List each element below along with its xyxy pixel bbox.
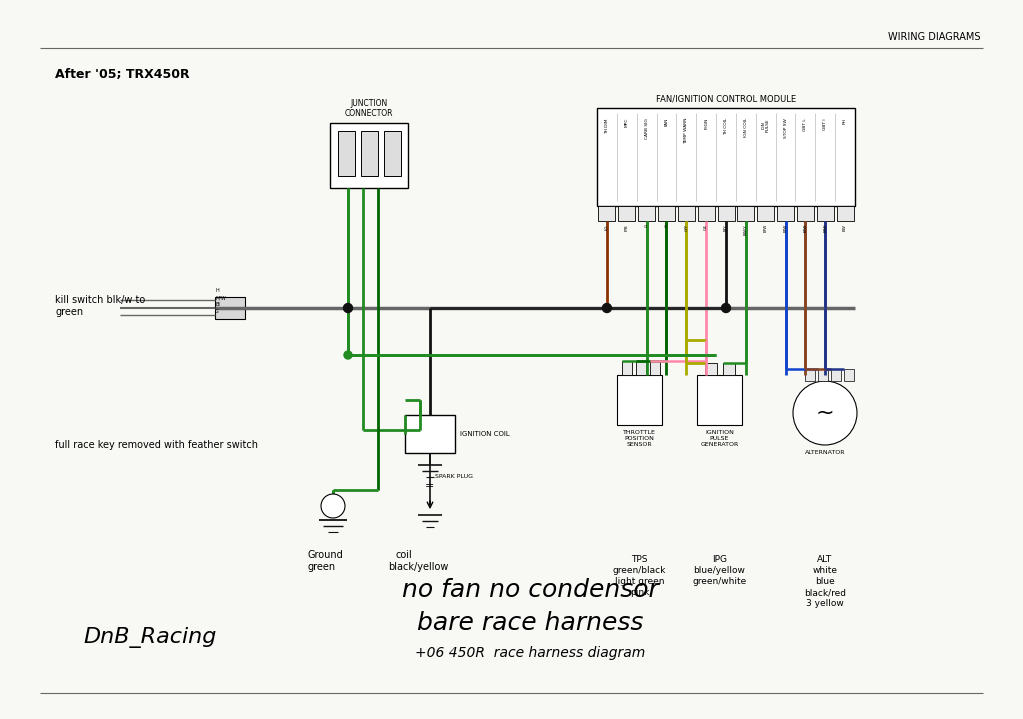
Text: G4: G4: [704, 224, 708, 230]
Bar: [598, 206, 616, 221]
Bar: [844, 369, 854, 381]
Text: GBT L: GBT L: [803, 118, 807, 131]
Text: TH DIM: TH DIM: [605, 118, 609, 134]
Text: After '05; TRX450R: After '05; TRX450R: [55, 68, 189, 81]
Bar: [636, 361, 646, 375]
Bar: [330, 123, 408, 188]
Text: WIRING DIAGRAMS: WIRING DIAGRAMS: [888, 32, 980, 42]
Text: +06 450R  race harness diagram: +06 450R race harness diagram: [415, 646, 646, 660]
Text: green: green: [308, 562, 337, 572]
Text: kill switch blk/w to
green: kill switch blk/w to green: [55, 295, 145, 317]
Text: P.IGN: P.IGN: [704, 118, 708, 129]
Text: black/yellow: black/yellow: [388, 562, 448, 572]
Text: LG: LG: [605, 224, 609, 229]
Text: B/W: B/W: [764, 224, 767, 232]
Text: IGN
PULSE: IGN PULSE: [761, 118, 770, 132]
Text: Bl: Bl: [215, 302, 220, 307]
Text: CARB SIG: CARB SIG: [644, 118, 649, 139]
Bar: [816, 206, 834, 221]
Text: ~: ~: [815, 403, 835, 423]
Text: THROTTLE
POSITION
SENSOR: THROTTLE POSITION SENSOR: [623, 430, 656, 446]
Text: MPC: MPC: [625, 118, 629, 127]
Text: H: H: [215, 288, 219, 293]
Bar: [405, 415, 455, 453]
Bar: [698, 206, 715, 221]
Text: =: =: [426, 481, 435, 491]
Text: G: G: [644, 224, 649, 227]
Text: SPARK PLUG: SPARK PLUG: [435, 475, 473, 480]
Text: G: G: [215, 309, 219, 314]
Text: M/W: M/W: [215, 295, 226, 300]
Text: JUNCTION
CONNECTOR: JUNCTION CONNECTOR: [345, 99, 393, 118]
Text: BW/Y: BW/Y: [744, 224, 748, 234]
Text: FAN: FAN: [665, 118, 668, 127]
Bar: [650, 361, 660, 375]
Text: IGNITION
PULSE
GENERATOR: IGNITION PULSE GENERATOR: [701, 430, 739, 446]
Bar: [717, 206, 735, 221]
Circle shape: [603, 303, 612, 313]
Text: IPG
blue/yellow
green/white: IPG blue/yellow green/white: [693, 555, 747, 586]
Bar: [831, 369, 841, 381]
Text: GBT I: GBT I: [824, 118, 828, 129]
Text: STOP SW: STOP SW: [784, 118, 788, 138]
Text: PH: PH: [843, 118, 847, 124]
Text: ALT
white
blue
black/red
3 yellow: ALT white blue black/red 3 yellow: [804, 555, 846, 608]
Text: coil: coil: [395, 550, 411, 560]
Text: ALTERNATOR: ALTERNATOR: [805, 450, 845, 455]
Text: B/W: B/W: [824, 224, 828, 232]
Circle shape: [321, 494, 345, 518]
Text: TH COIL: TH COIL: [724, 118, 728, 135]
Bar: [618, 206, 635, 221]
Text: FAN/IGNITION CONTROL MODULE: FAN/IGNITION CONTROL MODULE: [656, 94, 796, 103]
Bar: [384, 131, 401, 176]
Text: B/W: B/W: [784, 224, 788, 232]
Bar: [617, 375, 662, 425]
Bar: [658, 206, 675, 221]
Bar: [678, 206, 695, 221]
Text: G: G: [665, 224, 668, 227]
Text: Ground: Ground: [308, 550, 344, 560]
Bar: [638, 206, 655, 221]
Bar: [361, 131, 379, 176]
Bar: [837, 206, 853, 221]
Bar: [723, 363, 735, 375]
Text: DnB_Racing: DnB_Racing: [83, 628, 217, 649]
Text: G/Y: G/Y: [684, 224, 688, 231]
Text: IGNITION COIL: IGNITION COIL: [460, 431, 509, 437]
Text: full race key removed with feather switch: full race key removed with feather switc…: [55, 440, 258, 450]
Text: TEMP WARN: TEMP WARN: [684, 118, 688, 145]
Text: TPS
green/black
light green
pink: TPS green/black light green pink: [613, 555, 666, 597]
Circle shape: [344, 351, 352, 359]
Text: IGN COIL: IGN COIL: [744, 118, 748, 137]
Bar: [215, 297, 244, 319]
Text: BW: BW: [843, 224, 847, 231]
Bar: [818, 369, 828, 381]
Bar: [805, 369, 815, 381]
Text: no fan no condensor: no fan no condensor: [402, 578, 659, 602]
Text: bare race harness: bare race harness: [416, 611, 643, 635]
Bar: [797, 206, 814, 221]
Bar: [697, 375, 742, 425]
Bar: [757, 206, 774, 221]
Circle shape: [721, 303, 730, 313]
Text: B/W: B/W: [803, 224, 807, 232]
Bar: [738, 206, 754, 221]
Text: P/B: P/B: [625, 224, 629, 231]
Circle shape: [793, 381, 857, 445]
Bar: [777, 206, 794, 221]
Circle shape: [344, 303, 353, 313]
Bar: [705, 363, 717, 375]
Bar: [622, 361, 632, 375]
Bar: [597, 108, 855, 206]
Bar: [338, 131, 355, 176]
Text: B/Y: B/Y: [724, 224, 728, 231]
